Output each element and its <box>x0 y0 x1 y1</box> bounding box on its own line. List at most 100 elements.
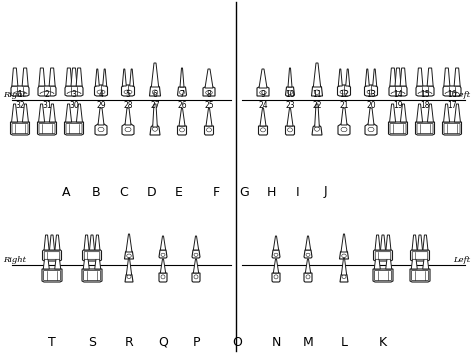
Polygon shape <box>205 69 213 88</box>
Polygon shape <box>340 271 348 282</box>
Polygon shape <box>375 235 380 250</box>
Polygon shape <box>338 69 342 86</box>
Text: E: E <box>175 185 183 198</box>
Polygon shape <box>39 68 45 86</box>
Polygon shape <box>11 104 18 122</box>
Text: 15: 15 <box>420 90 430 99</box>
Polygon shape <box>126 234 132 252</box>
Polygon shape <box>454 68 460 86</box>
Text: 20: 20 <box>366 101 376 110</box>
Polygon shape <box>82 250 102 261</box>
Polygon shape <box>103 69 107 86</box>
Text: P: P <box>192 335 200 348</box>
Polygon shape <box>122 85 134 96</box>
Polygon shape <box>89 235 95 250</box>
Polygon shape <box>415 122 435 135</box>
FancyBboxPatch shape <box>375 270 392 281</box>
Polygon shape <box>444 68 450 86</box>
Ellipse shape <box>127 275 131 279</box>
Polygon shape <box>418 235 422 250</box>
Polygon shape <box>412 235 417 250</box>
Polygon shape <box>98 108 104 125</box>
Text: 16: 16 <box>447 90 457 99</box>
Ellipse shape <box>261 128 265 132</box>
Text: 25: 25 <box>204 101 214 110</box>
Polygon shape <box>22 68 28 86</box>
Text: F: F <box>212 185 219 198</box>
FancyBboxPatch shape <box>417 124 433 133</box>
Text: 27: 27 <box>150 101 160 110</box>
Polygon shape <box>400 68 406 86</box>
Ellipse shape <box>260 91 266 95</box>
Ellipse shape <box>125 127 131 132</box>
Text: S: S <box>88 335 96 348</box>
Polygon shape <box>177 126 186 135</box>
Polygon shape <box>373 69 377 86</box>
Polygon shape <box>389 86 407 96</box>
Text: I: I <box>296 185 300 198</box>
FancyBboxPatch shape <box>44 270 61 281</box>
FancyBboxPatch shape <box>44 252 60 259</box>
Ellipse shape <box>124 90 132 94</box>
FancyBboxPatch shape <box>84 252 100 259</box>
Polygon shape <box>11 86 29 96</box>
Polygon shape <box>340 248 349 259</box>
Text: 30: 30 <box>69 101 79 110</box>
Polygon shape <box>95 124 107 135</box>
Polygon shape <box>417 104 422 122</box>
Polygon shape <box>401 104 406 122</box>
Polygon shape <box>374 250 393 261</box>
Text: 1: 1 <box>18 90 22 99</box>
Polygon shape <box>160 259 166 273</box>
Text: 12: 12 <box>339 90 349 99</box>
Ellipse shape <box>97 90 105 94</box>
Ellipse shape <box>206 91 212 95</box>
Text: 7: 7 <box>180 90 184 99</box>
Ellipse shape <box>368 127 374 132</box>
Text: 11: 11 <box>312 90 322 99</box>
Text: Q: Q <box>158 335 168 348</box>
Text: Left: Left <box>453 91 470 99</box>
Text: 24: 24 <box>258 101 268 110</box>
Polygon shape <box>365 124 377 135</box>
Polygon shape <box>272 250 280 258</box>
Polygon shape <box>193 259 199 273</box>
FancyBboxPatch shape <box>412 270 429 281</box>
Polygon shape <box>390 104 395 122</box>
Polygon shape <box>44 235 49 250</box>
Polygon shape <box>444 104 449 122</box>
Ellipse shape <box>161 253 165 256</box>
Ellipse shape <box>314 90 320 94</box>
Text: 3: 3 <box>71 90 77 99</box>
Polygon shape <box>10 122 29 135</box>
Ellipse shape <box>161 275 165 279</box>
Polygon shape <box>395 68 401 86</box>
Polygon shape <box>315 104 319 127</box>
Polygon shape <box>95 235 100 250</box>
Text: 10: 10 <box>285 90 295 99</box>
Text: 21: 21 <box>339 101 349 110</box>
Polygon shape <box>83 253 89 269</box>
Ellipse shape <box>341 127 347 132</box>
Polygon shape <box>273 259 279 273</box>
Polygon shape <box>50 104 55 122</box>
Polygon shape <box>149 83 160 96</box>
Text: 6: 6 <box>153 90 158 99</box>
Polygon shape <box>130 69 134 86</box>
Polygon shape <box>346 69 350 86</box>
Text: 18: 18 <box>420 101 430 110</box>
Text: D: D <box>147 185 157 198</box>
Polygon shape <box>259 126 268 135</box>
Polygon shape <box>373 269 393 282</box>
Polygon shape <box>423 235 428 250</box>
Polygon shape <box>411 250 429 261</box>
Polygon shape <box>368 108 374 125</box>
Polygon shape <box>76 68 82 86</box>
Polygon shape <box>273 236 279 250</box>
Polygon shape <box>306 259 311 273</box>
Text: 4: 4 <box>98 90 104 99</box>
Ellipse shape <box>315 127 319 131</box>
FancyBboxPatch shape <box>444 124 460 133</box>
Polygon shape <box>410 269 430 282</box>
Text: B: B <box>92 185 100 198</box>
